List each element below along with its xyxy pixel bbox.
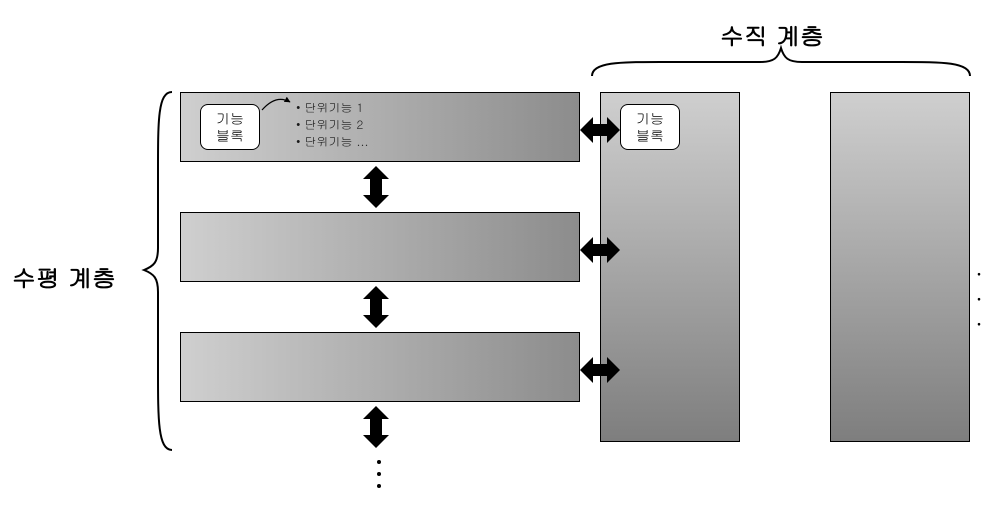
ellipsis-right: . . . <box>976 256 1001 331</box>
ellipsis-bottom <box>376 460 382 488</box>
v-arrow-2 <box>360 286 392 328</box>
v-arrow-1 <box>360 166 392 208</box>
h-arrow-3 <box>580 354 620 386</box>
v-arrow-3 <box>360 406 392 448</box>
pointer-arrow-icon <box>0 0 1001 513</box>
h-arrow-1 <box>580 114 620 146</box>
h-arrow-2 <box>580 234 620 266</box>
diagram-canvas: 수직 계층 수평 계층 기능 블록 기능 블록 단위기능 1 단위기능 2 단위… <box>0 0 1001 513</box>
